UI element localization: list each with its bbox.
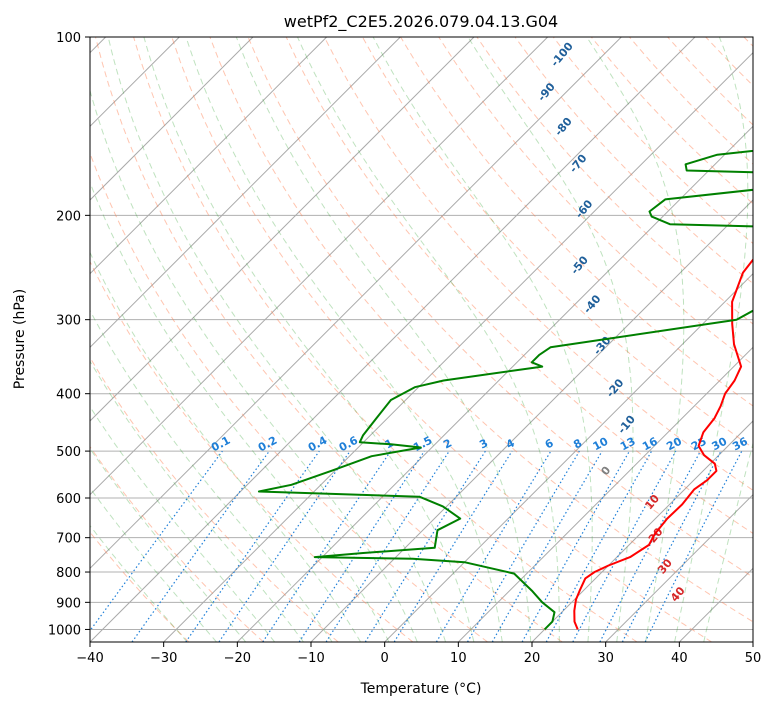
y-tick-label: 400 (56, 388, 81, 403)
moist-adiabat-line (674, 37, 749, 642)
dewpoint-profile-line (257, 149, 753, 631)
mixing-ratio-line (325, 450, 450, 642)
dry-adiabat-line (514, 37, 753, 285)
x-tick-label: 20 (524, 651, 541, 666)
moist-adiabats (90, 37, 753, 642)
mixing-ratio-label: 16 (640, 435, 660, 454)
isotherm-line (90, 37, 622, 570)
isotherm-line (90, 37, 254, 201)
mixing-ratio-label: 10 (591, 434, 611, 453)
y-tick-label: 600 (56, 492, 81, 507)
isotherm-line (90, 37, 401, 349)
dry-adiabats (90, 37, 753, 642)
isotherm-line (90, 37, 696, 642)
moist-adiabat-line (185, 37, 503, 642)
x-tick-label: 40 (671, 651, 688, 666)
x-tick-label: 30 (597, 651, 614, 666)
moist-adiabat-line (90, 181, 390, 642)
isotherm-line (310, 199, 753, 642)
mixing-ratio-label: 20 (664, 434, 684, 453)
y-tick-label: 200 (56, 209, 81, 224)
y-axis-ticks: 1000 900 800 700 600 500 400 300 200 100 (48, 31, 90, 638)
skewed-isotherms (90, 37, 753, 642)
thermo-background: 0.1 0.2 0.4 0.6 1 1.5 2 3 4 6 8 10 13 16 20 25 30 36-100-… (90, 37, 753, 642)
isotherm-line (457, 346, 753, 642)
x-axis-ticks: −40 −30 −20 −10 0 10 20 30 40 50 (76, 642, 761, 666)
x-tick-label: 10 (450, 651, 467, 666)
moist-adiabat-line (90, 405, 276, 642)
temperature-profile-line (573, 258, 753, 630)
moist-adiabat-line (703, 441, 753, 642)
mixing-ratio-label: 13 (618, 435, 638, 454)
x-tick-label: 0 (381, 651, 389, 666)
dry-adiabat-line (285, 37, 753, 535)
isotherm-line (236, 125, 753, 642)
mixing-ratio-line (545, 450, 653, 642)
isotherm-line (384, 272, 753, 642)
dry-adiabat-line (209, 37, 753, 623)
mixing-ratio-line (90, 450, 223, 632)
moist-adiabat-line (143, 37, 475, 642)
isotherm-line (531, 420, 753, 642)
x-axis-label: Temperature (°C) (360, 681, 482, 697)
moist-adiabat-line (90, 487, 217, 642)
mixing-ratio-line (521, 450, 631, 642)
x-tick-label: −20 (224, 651, 251, 666)
mixing-ratio-line (131, 450, 270, 642)
moist-adiabat-line (372, 37, 593, 642)
y-tick-label: 900 (56, 596, 81, 611)
moist-adiabat-line (90, 88, 418, 642)
mixing-ratio-line (393, 450, 513, 642)
y-tick-label: 800 (56, 566, 81, 581)
dry-adiabat-line (171, 37, 712, 642)
isotherm-line (163, 51, 753, 642)
moist-adiabat-line (586, 37, 685, 642)
moist-adiabat-line (107, 37, 447, 642)
mixing-ratio-line (298, 450, 425, 642)
y-tick-label: 1000 (48, 623, 81, 638)
mixing-ratio-line (185, 450, 320, 642)
x-tick-label: −30 (150, 651, 177, 666)
plot-frame (89, 36, 754, 643)
x-tick-label: −10 (297, 651, 324, 666)
isotherm-line (605, 493, 753, 642)
isotherm-line (90, 37, 475, 422)
mixing-ratio-label: 30 (710, 435, 730, 454)
dry-adiabat-line (95, 37, 563, 642)
isotherm-line (90, 37, 328, 275)
dry-adiabat-line (90, 356, 339, 642)
moist-adiabat-line (90, 309, 333, 642)
moist-adiabat-line (235, 37, 532, 642)
y-tick-label: 700 (56, 532, 81, 547)
moist-adiabat-line (90, 360, 304, 642)
x-tick-label: 50 (745, 651, 762, 666)
dry-adiabat-line (90, 260, 414, 642)
moist-adiabat-line (297, 37, 560, 642)
mixing-ratio-line (644, 450, 743, 642)
y-tick-label: 500 (56, 445, 81, 460)
y-axis-label: Pressure (hPa) (12, 289, 28, 389)
y-tick-label: 300 (56, 314, 81, 329)
moist-adiabat-line (90, 447, 247, 642)
dry-adiabat-line (476, 37, 753, 325)
moist-adiabat-line (90, 524, 188, 642)
sounding-profiles (257, 149, 753, 631)
mixing-ratio-label: 36 (730, 435, 750, 454)
dry-adiabat-line (323, 37, 753, 491)
dry-adiabat-line (247, 37, 753, 578)
dry-adiabat-line (90, 445, 264, 642)
mixing-ratio-line (218, 450, 351, 642)
chart-title: wetPf2_C2E5.2026.079.04.13.G04 (284, 12, 558, 32)
moist-adiabat-line (90, 251, 362, 642)
mixing-ratio-lines (90, 450, 743, 642)
y-tick-label: 100 (56, 31, 81, 46)
isotherm-line (90, 37, 549, 496)
x-tick-label: −40 (76, 651, 103, 666)
